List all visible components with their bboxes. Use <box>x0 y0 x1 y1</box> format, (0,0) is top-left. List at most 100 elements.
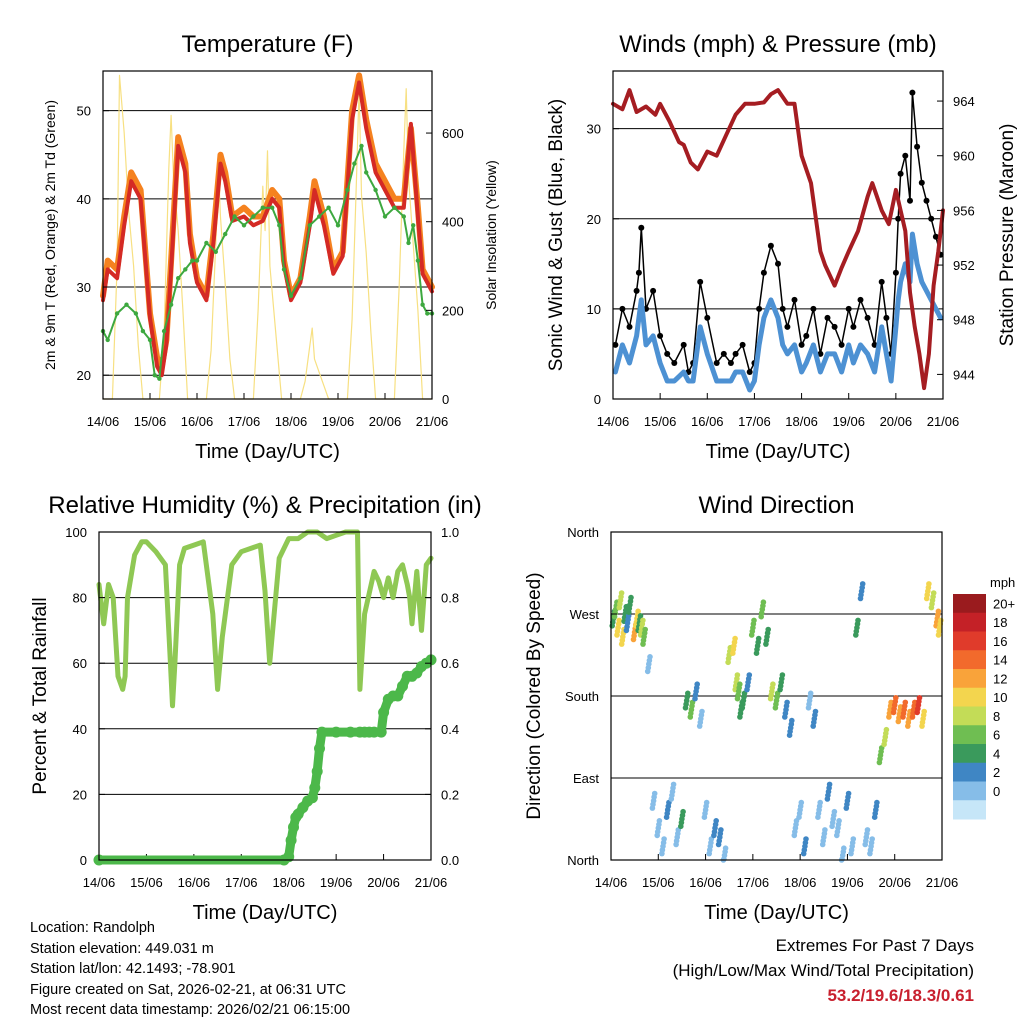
gust-point <box>878 278 885 285</box>
y-tick-label: North <box>567 525 599 540</box>
gust-point <box>671 360 678 366</box>
y-axis-title: Direction (Colored By Speed) <box>524 572 545 819</box>
humidity-line <box>96 529 434 709</box>
colorbar-swatch <box>953 594 986 614</box>
y2-tick-label: 400 <box>442 215 464 230</box>
gust-point <box>697 278 704 285</box>
direction-point <box>926 581 932 587</box>
gust-point <box>732 350 739 357</box>
dewpoint-point <box>114 311 120 316</box>
x-tick-label: 17/06 <box>225 875 258 890</box>
plot-frame <box>102 70 433 400</box>
station-location: Location: Randolph <box>30 920 155 936</box>
dewpoint-point <box>335 223 341 228</box>
y2-tick-label: 0.6 <box>441 656 459 671</box>
gust-point <box>824 314 831 321</box>
direction-point <box>935 608 942 615</box>
direction-point <box>930 590 937 596</box>
gust-point <box>756 305 763 312</box>
extremes-title: Extremes For Past 7 Days <box>775 936 974 955</box>
temperature-panel: Temperature (F) 14/06 15/06 16/06 17/06 18/06… <box>42 31 499 463</box>
direction-point <box>938 617 944 624</box>
dewpoint-point <box>260 205 265 210</box>
y2-axis-title: Station Pressure (Maroon) <box>997 124 1018 347</box>
y-tick-label: 40 <box>77 192 91 207</box>
precip-point <box>375 726 387 738</box>
y-tick-label: 50 <box>77 104 91 119</box>
direction-point <box>628 594 634 601</box>
y2-tick-label: 952 <box>953 258 975 273</box>
gust-point <box>664 350 671 357</box>
gust-point <box>704 314 711 321</box>
x-tick-label: 20/06 <box>369 414 402 429</box>
precip-point <box>314 743 325 754</box>
x-tick-label: 21/06 <box>416 414 449 429</box>
colorbar-swatch <box>953 706 986 726</box>
dewpoint-point <box>140 328 146 334</box>
dewpoint-point <box>317 214 322 219</box>
extremes-box: Extremes For Past 7 Days (High/Low/Max W… <box>673 933 974 1008</box>
y-axis-title: Percent & Total Rainfall <box>30 597 51 794</box>
gust-point <box>779 305 786 312</box>
x-tick-label: 15/06 <box>644 414 677 429</box>
direction-point <box>789 717 795 724</box>
gust-point <box>635 269 642 276</box>
gust-point <box>892 269 899 276</box>
y2-tick-label: 944 <box>953 367 975 382</box>
gust-point <box>657 332 664 339</box>
direction-point <box>803 836 809 842</box>
gust-point <box>650 287 657 294</box>
x-tick-label: 17/06 <box>228 414 261 429</box>
wind-line <box>612 231 944 393</box>
x-tick-label: 17/06 <box>737 875 770 890</box>
y2-tick-label: 0.4 <box>441 722 459 737</box>
gust-point <box>767 242 774 249</box>
colorbar-label: 10 <box>993 690 1007 705</box>
gust-point <box>680 341 687 348</box>
dewpoint-point <box>147 337 153 343</box>
dewpoint-point <box>359 143 364 149</box>
colorbar-label: 6 <box>993 728 1000 743</box>
pressure-line <box>611 88 945 391</box>
dewpoint-point <box>251 214 256 219</box>
dewpoint-point <box>326 205 331 210</box>
gust-point <box>633 287 640 294</box>
x-tick-label: 15/06 <box>134 414 167 429</box>
direction-point <box>670 781 677 788</box>
dewpoint-point <box>194 258 200 263</box>
direction-point <box>703 799 710 806</box>
direction-point <box>869 836 875 842</box>
dewpoint-point <box>241 223 247 228</box>
direction-point <box>893 695 899 701</box>
precip-point <box>311 765 323 777</box>
x-tick-label: 18/06 <box>275 414 308 429</box>
y2-tick-label: 0.8 <box>441 591 459 606</box>
dewpoint-point <box>168 302 174 307</box>
x-tick-label: 19/06 <box>320 875 353 890</box>
x-tick-label: 18/06 <box>272 875 305 890</box>
x-tick-label: 18/06 <box>784 875 817 890</box>
dewpoint-point <box>364 170 369 175</box>
dewpoint-point <box>204 240 209 246</box>
dewpoint-point <box>133 311 139 316</box>
gust-point <box>883 314 890 321</box>
direction-point <box>647 654 653 660</box>
x-tick-label: 21/06 <box>926 875 959 890</box>
x-tick-label: 16/06 <box>689 875 722 890</box>
humidity-precip-panel: Relative Humidity (%) & Precipitation (i… <box>30 492 482 924</box>
gust-point <box>918 179 925 186</box>
y-tick-label: 30 <box>587 122 601 137</box>
precip-point <box>309 782 321 794</box>
direction-point <box>680 808 686 815</box>
recent-timestamp: Most recent data timestamp: 2026/02/21 0… <box>30 1002 351 1018</box>
direction-point <box>734 672 741 678</box>
gust-point <box>619 305 626 312</box>
precip-point <box>306 792 318 804</box>
x-tick-label: 20/06 <box>880 414 913 429</box>
station-elevation: Station elevation: 449.031 m <box>30 940 214 957</box>
dewpoint-point <box>415 258 421 263</box>
gust-point <box>810 305 817 312</box>
colorbar-swatch <box>953 687 986 707</box>
x-axis-title: Time (Day/UTC) <box>193 902 338 924</box>
chart-title: Temperature (F) <box>181 31 353 58</box>
